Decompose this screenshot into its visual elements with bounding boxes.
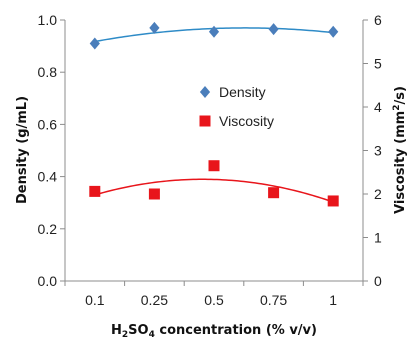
viscosity-point (89, 185, 101, 197)
y-right-tick-label: 4 (374, 99, 382, 115)
trend-lines (94, 27, 334, 203)
y-right-tick-label: 6 (374, 12, 382, 28)
y-right-tick-label: 0 (374, 273, 382, 289)
density-point (149, 21, 160, 34)
x-tick-label: 0.75 (260, 292, 287, 308)
x-axis-title: H2SO4 concentration (% v/v) (111, 323, 317, 340)
y-right-tick-label: 5 (374, 56, 382, 72)
legend-viscosity-label: Viscosity (219, 113, 274, 129)
y-right-tick-label: 3 (374, 143, 382, 159)
y-right-tick-label: 1 (374, 230, 382, 246)
y-left-tick-label: 1.0 (38, 12, 58, 28)
ticks: 0.0 0.2 0.4 0.6 0.8 1.0 0 1 2 3 4 5 6 0.1 0.25 0.5 0.75 1 (38, 12, 382, 308)
x-tick-label: 0.1 (85, 292, 105, 308)
density-point (89, 37, 100, 50)
viscosity-trend-line (94, 178, 334, 203)
viscosity-point (148, 188, 160, 200)
y-left-tick-label: 0.6 (38, 116, 58, 132)
y-axis-right-title: Viscosity (mm2/s) (392, 86, 408, 214)
y-left-tick-label: 0.8 (38, 64, 58, 80)
data-points (89, 21, 339, 207)
density-point (328, 25, 339, 38)
legend-viscosity-marker (199, 115, 211, 127)
x-tick-label: 0.25 (141, 292, 168, 308)
viscosity-point (268, 187, 280, 199)
x-tick-label: 1 (329, 292, 337, 308)
legend-density-marker (199, 86, 211, 98)
viscosity-point (327, 195, 339, 207)
y-left-tick-label: 0.2 (38, 221, 58, 237)
legend: Density Viscosity (199, 84, 274, 129)
density-point (208, 25, 220, 38)
density-point (268, 23, 279, 36)
axes (64, 20, 364, 282)
x-tick-label: 0.5 (204, 292, 224, 308)
y-left-tick-label: 0.4 (38, 169, 58, 185)
viscosity-point (208, 160, 220, 172)
legend-density-label: Density (219, 84, 266, 100)
y-axis-left-title: Density (g/mL) (15, 96, 30, 204)
y-left-tick-label: 0.0 (38, 273, 58, 289)
y-right-tick-label: 2 (374, 186, 382, 202)
